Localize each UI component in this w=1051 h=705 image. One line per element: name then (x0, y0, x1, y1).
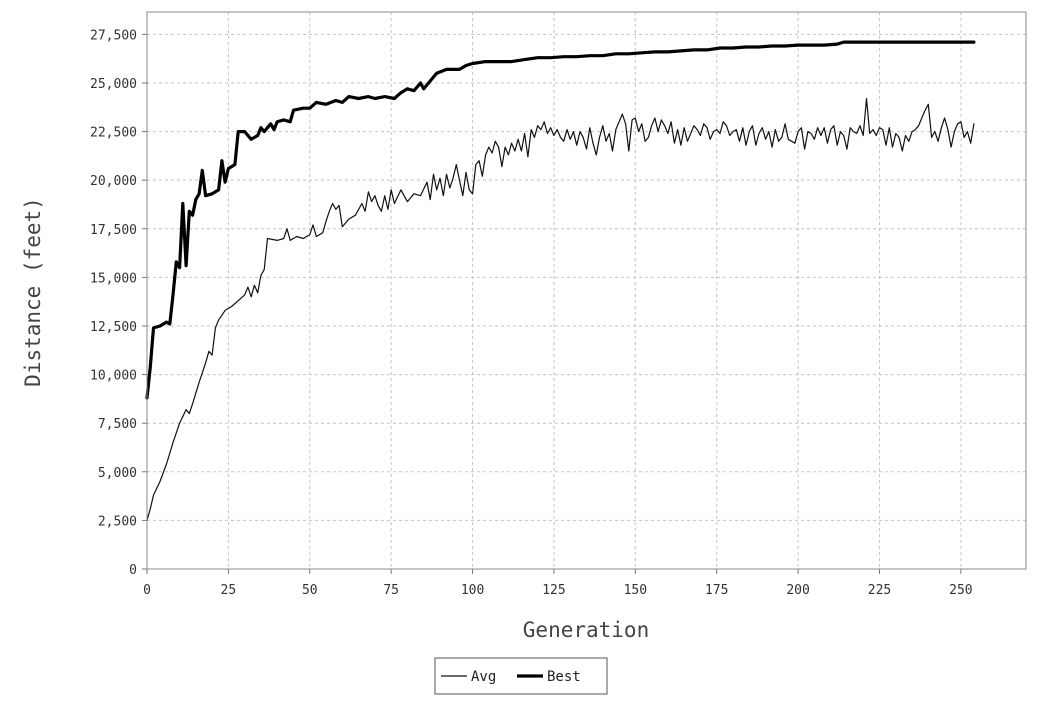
y-tick-label: 10,000 (90, 369, 137, 384)
y-tick-label: 5,000 (98, 466, 137, 481)
x-tick-label: 0 (143, 583, 151, 598)
series-line-best (145, 40, 976, 400)
x-axis: 0 25 50 75 100 125 150 175 200 225 250 (143, 569, 973, 598)
x-axis-title: Generation (523, 618, 649, 642)
y-tick-label: 2,500 (98, 514, 137, 529)
plot-area-border (146, 11, 1027, 570)
x-tick-label: 50 (302, 583, 318, 598)
x-tick-label: 250 (949, 583, 972, 598)
x-tick-label: 25 (221, 583, 237, 598)
y-tick-label: 15,000 (90, 271, 137, 286)
x-tick-label: 200 (786, 583, 809, 598)
series-line-avg (146, 97, 975, 522)
x-tick-label: 125 (542, 583, 565, 598)
y-tick-label: 17,500 (90, 223, 137, 238)
legend: Avg Best (434, 657, 608, 695)
y-axis-title: Distance (feet) (21, 197, 45, 387)
y-tick-label: 22,500 (90, 126, 137, 141)
y-tick-label: 27,500 (90, 28, 137, 43)
x-tick-label: 175 (705, 583, 728, 598)
series-lines (145, 40, 976, 522)
x-tick-label: 75 (383, 583, 399, 598)
legend-label-avg: Avg (471, 669, 496, 685)
x-tick-label: 150 (624, 583, 647, 598)
y-tick-label: 20,000 (90, 174, 137, 189)
y-tick-label: 0 (129, 563, 137, 578)
legend-label-best: Best (547, 669, 581, 685)
grid-lines (147, 12, 1026, 569)
y-tick-label: 12,500 (90, 320, 137, 335)
y-tick-label: 7,500 (98, 417, 137, 432)
x-tick-label: 225 (868, 583, 891, 598)
y-axis: 0 2,500 5,000 7,500 10,000 12,500 15,000 17,500… (90, 28, 147, 578)
x-tick-label: 100 (461, 583, 484, 598)
y-tick-label: 25,000 (90, 77, 137, 92)
